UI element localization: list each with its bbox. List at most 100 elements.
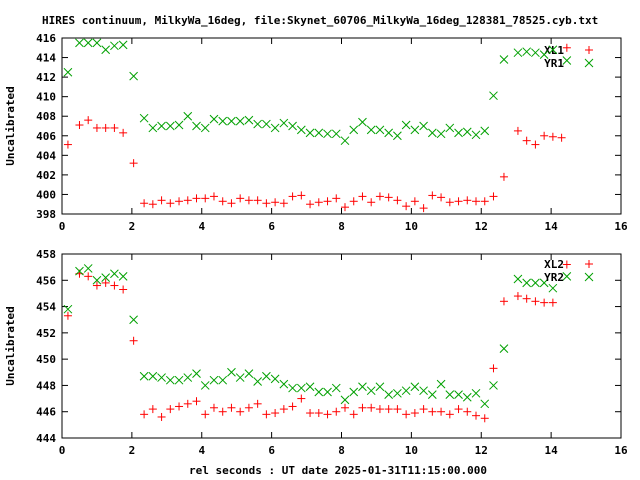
data-point-YR1 [436,129,446,139]
data-point-XL2 [454,405,463,414]
data-point-YR2 [244,369,254,378]
data-point-YR1 [314,128,324,138]
data-point-XL1 [119,128,128,137]
data-point-XL1 [562,43,571,52]
legend-label-YR2: YR2 [544,271,564,284]
data-point-XL1 [480,197,489,206]
x-tick-label: 0 [59,444,66,457]
data-point-YR2 [305,382,315,392]
data-point-YR2 [513,274,523,284]
data-point-XL1 [201,194,210,203]
data-point-YR2 [165,375,175,385]
y-tick-label: 416 [36,32,56,45]
data-point-XL1 [297,191,306,200]
data-point-XL2 [437,407,446,416]
legend-label-YR1: YR1 [544,57,564,70]
data-point-YR1 [209,114,219,124]
series-YR1 [63,38,572,146]
data-point-YR1 [157,121,166,131]
data-point-XL1 [253,196,262,205]
y-tick-label: 456 [36,274,56,287]
x-tick-label: 2 [129,444,136,457]
data-point-YR2 [401,386,411,396]
data-point-XL1 [410,197,419,206]
data-point-XL1 [349,197,358,206]
data-point-XL1 [148,200,157,209]
x-tick-label: 10 [405,444,418,457]
data-point-YR2 [419,386,428,396]
data-point-YR1 [296,125,306,135]
data-point-XL1 [428,191,437,200]
data-point-XL2 [157,412,166,421]
data-point-YR2 [562,271,572,281]
data-point-YR2 [323,387,332,397]
data-point-XL2 [101,278,110,287]
data-point-YR1 [118,40,128,50]
data-point-YR1 [92,38,102,48]
data-point-YR2 [218,375,228,385]
data-point-YR1 [139,113,149,123]
data-point-XL2 [148,405,157,414]
data-point-YR1 [75,38,84,48]
data-point-XL2 [279,405,288,414]
y-tick-label: 400 [36,188,56,201]
data-point-XL1 [454,197,463,206]
legend-marker-XL2 [585,260,593,268]
data-point-XL2 [262,410,271,419]
data-point-YR2 [393,388,402,398]
data-point-XL1 [175,197,184,206]
data-point-XL1 [522,136,531,145]
data-point-YR1 [462,127,472,137]
data-point-XL1 [227,199,236,208]
data-point-XL2 [306,409,315,418]
data-point-XL2 [314,409,323,418]
data-point-XL1 [84,116,93,125]
data-point-YR1 [562,56,572,65]
data-point-YR1 [227,116,236,126]
data-point-YR2 [331,383,341,393]
legend-marker-YR2 [584,272,594,282]
data-point-YR2 [288,383,297,393]
top-panel: 0 2 4 6 8 10 12 14 16 398 400 402 404 406 408 410 412 414… [4,32,628,233]
data-point-YR1 [340,136,350,146]
data-point-XL2 [92,281,101,290]
y-tick-label: 410 [36,91,56,104]
data-point-YR1 [244,115,254,125]
data-point-XL2 [562,260,571,269]
data-point-YR1 [110,41,119,51]
data-point-XL2 [271,409,280,418]
data-point-YR2 [270,374,280,384]
data-point-XL2 [428,407,437,416]
data-point-YR2 [209,375,219,385]
data-point-YR1 [148,123,158,133]
data-point-YR1 [253,119,263,129]
y-axis-label: Uncalibrated [4,306,17,385]
data-point-XL1 [332,194,341,203]
data-point-YR1 [522,47,532,57]
data-point-XL2 [349,410,358,419]
data-point-XL1 [340,203,349,212]
data-point-YR2 [480,399,490,409]
data-point-YR1 [323,129,332,139]
data-point-XL1 [236,194,245,203]
data-point-XL2 [323,410,332,419]
data-point-YR2 [349,387,359,397]
y-tick-label: 412 [36,71,56,84]
series-XL1 [63,43,571,213]
data-point-YR2 [454,390,463,399]
y-tick-label: 406 [36,130,56,143]
data-point-YR1 [305,128,315,138]
data-point-XL1 [445,198,454,207]
data-point-XL1 [92,123,101,132]
series-XL2 [63,260,571,423]
data-point-YR1 [279,118,289,128]
y-tick-label: 408 [36,110,56,123]
data-point-YR1 [454,128,463,138]
data-point-YR1 [165,121,175,131]
data-point-YR1 [366,125,376,135]
data-point-YR1 [384,128,394,138]
y-tick-label: 452 [36,327,56,340]
legend-label-XL2: XL2 [544,258,564,271]
x-tick-label: 14 [545,444,559,457]
